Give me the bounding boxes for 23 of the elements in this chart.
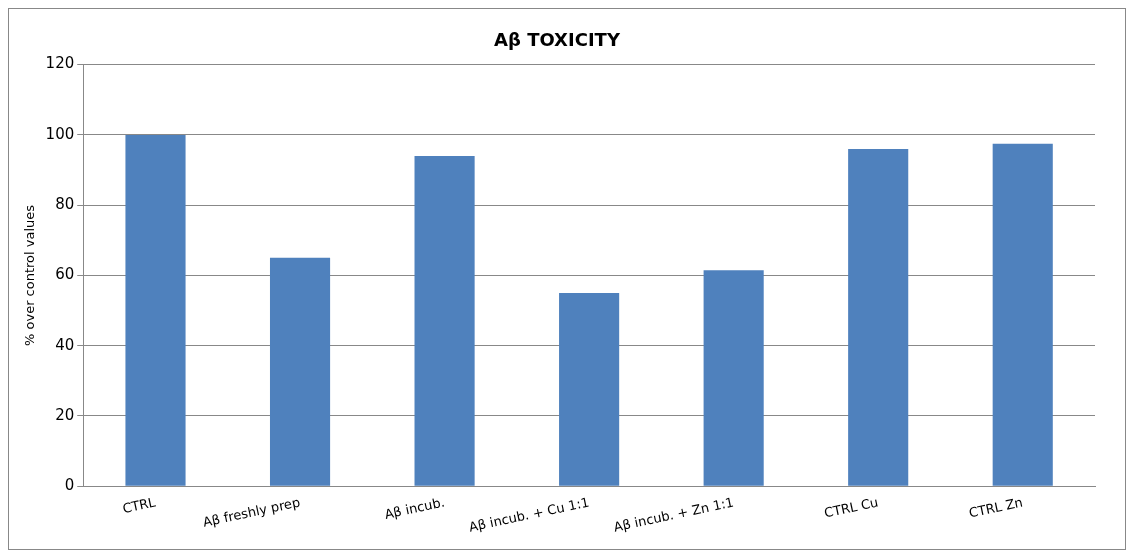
chart-title: Aβ TOXICITY bbox=[494, 29, 621, 51]
bar bbox=[848, 148, 909, 486]
bar bbox=[703, 270, 764, 486]
y-tick-label: 40 bbox=[55, 335, 75, 354]
y-tick-label: 80 bbox=[55, 195, 75, 214]
bar bbox=[414, 155, 475, 486]
x-tick-label: CTRL Cu bbox=[822, 494, 880, 521]
y-tick-label: 100 bbox=[45, 124, 75, 143]
y-tick-label: 120 bbox=[45, 54, 75, 73]
x-tick-label: CTRL Zn bbox=[967, 494, 1025, 521]
x-tick-label: Aβ incub. bbox=[383, 494, 446, 522]
bar bbox=[559, 293, 620, 486]
y-tick-label: 0 bbox=[64, 476, 75, 495]
bar bbox=[269, 257, 331, 486]
bar bbox=[992, 143, 1053, 486]
y-axis-title: % over control values bbox=[22, 204, 38, 346]
x-tick-label: CTRL bbox=[121, 494, 158, 517]
x-tick-label: Aβ incub. + Cu 1:1 bbox=[467, 494, 591, 535]
bar bbox=[125, 134, 186, 486]
y-tick-label: 20 bbox=[55, 405, 75, 424]
y-tick-label: 60 bbox=[55, 265, 75, 284]
x-tick-label: Aβ freshly prep bbox=[201, 494, 302, 530]
x-tick-label: Aβ incub. + Zn 1:1 bbox=[612, 494, 735, 535]
